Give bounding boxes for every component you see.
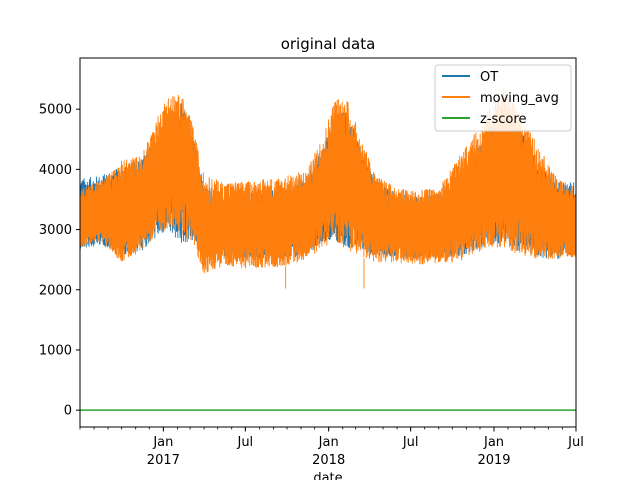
y-tick-label: 0 (64, 404, 72, 419)
x-axis-label: date (313, 471, 342, 480)
legend-label: OT (480, 70, 498, 85)
legend: OT moving_avg z-score (434, 64, 572, 132)
series-layer (80, 87, 576, 411)
y-tick-label: 3000 (39, 223, 72, 238)
legend-label: z-score (480, 112, 526, 127)
x-tick-label: Jan (483, 435, 504, 450)
y-tick-label: 4000 (39, 163, 72, 178)
legend-box (434, 64, 572, 132)
series-line-moving-avg (80, 87, 576, 289)
x-tick-label: Jan (318, 435, 339, 450)
chart-title: original data (281, 35, 376, 53)
y-axis: 0 1000 2000 3000 4000 5000 (39, 103, 80, 419)
x-tick-year-label: 2017 (147, 453, 180, 468)
y-tick-label: 5000 (39, 103, 72, 118)
x-tick-label: Jul (567, 435, 584, 450)
x-tick-label: Jul (402, 435, 419, 450)
x-axis: Jan 2017 Jul Jan 2018 Jul Jan 2019 Jul (79, 427, 584, 468)
x-tick-year-label: 2019 (477, 453, 510, 468)
y-tick-label: 1000 (39, 343, 72, 358)
x-tick-label: Jan (152, 435, 173, 450)
legend-label: moving_avg (480, 91, 559, 106)
plot-frame (79, 57, 577, 428)
x-tick-label: Jul (236, 435, 253, 450)
y-tick-label: 2000 (39, 283, 72, 298)
x-tick-year-label: 2018 (312, 453, 345, 468)
